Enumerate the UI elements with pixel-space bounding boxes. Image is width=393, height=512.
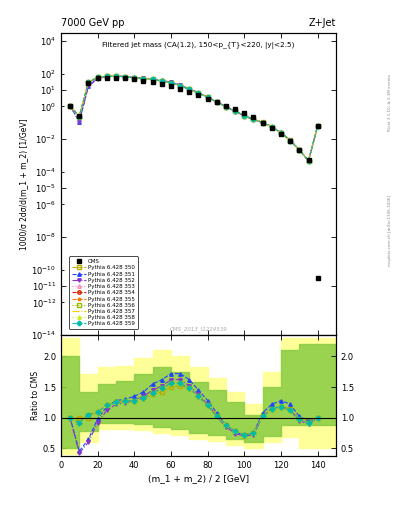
Text: mcplots.cern.ch [arXiv:1306.3436]: mcplots.cern.ch [arXiv:1306.3436] [388,195,392,266]
X-axis label: (m_1 + m_2) / 2 [GeV]: (m_1 + m_2) / 2 [GeV] [148,474,249,483]
Y-axis label: Ratio to CMS: Ratio to CMS [31,371,40,420]
Y-axis label: 1000/σ 2dσ/d(m_1 + m_2) [1/GeV]: 1000/σ 2dσ/d(m_1 + m_2) [1/GeV] [20,118,28,250]
Text: Filtered jet mass (CA(1.2), 150<p_{T}<220, |y|<2.5): Filtered jet mass (CA(1.2), 150<p_{T}<22… [102,42,295,49]
Legend: CMS, Pythia 6.428 350, Pythia 6.428 351, Pythia 6.428 352, Pythia 6.428 353, Pyt: CMS, Pythia 6.428 350, Pythia 6.428 351,… [69,257,138,329]
Text: 7000 GeV pp: 7000 GeV pp [61,18,125,28]
Text: CMS_2013_I1224539: CMS_2013_I1224539 [170,326,227,332]
Text: Rivet 3.1.10; ≥ 3.1M events: Rivet 3.1.10; ≥ 3.1M events [388,74,392,131]
Text: Z+Jet: Z+Jet [309,18,336,28]
